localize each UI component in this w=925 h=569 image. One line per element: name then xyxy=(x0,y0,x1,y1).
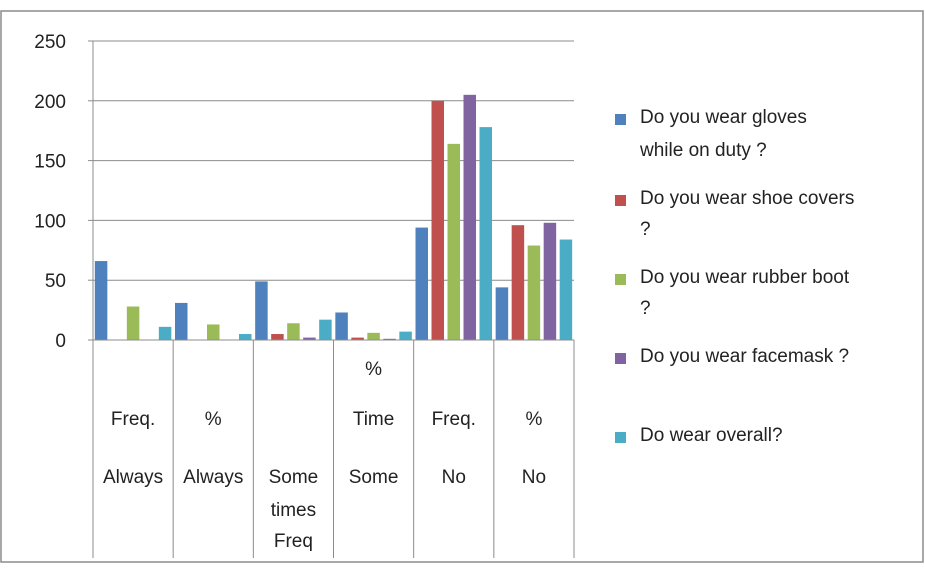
legend-swatch xyxy=(615,274,626,285)
legend-label: Do you wear facemask ? xyxy=(640,346,849,367)
y-tick-label: 150 xyxy=(34,152,66,173)
y-tick-label: 250 xyxy=(34,32,66,53)
y-tick-label: 200 xyxy=(34,92,66,113)
legend-label: Do wear overall? xyxy=(640,425,783,446)
bar xyxy=(158,326,172,340)
bar xyxy=(383,338,396,340)
bar xyxy=(399,331,412,340)
legend-swatch xyxy=(615,114,626,125)
legend-label: ? xyxy=(640,219,651,240)
bar xyxy=(126,306,140,340)
axes xyxy=(88,40,575,558)
legend-label: Do you wear rubber boot xyxy=(640,267,850,288)
bar xyxy=(255,281,268,340)
bar xyxy=(319,319,332,340)
bar xyxy=(527,245,541,340)
x-category-label: Some xyxy=(349,467,399,488)
bar xyxy=(175,302,188,340)
x-category-label: % xyxy=(205,409,222,430)
x-category-label: Always xyxy=(183,467,243,488)
bar xyxy=(239,334,252,340)
bar xyxy=(479,127,492,340)
bar xyxy=(447,143,460,340)
y-tick-label: 50 xyxy=(45,271,66,292)
bar xyxy=(351,337,364,340)
legend-swatch xyxy=(615,353,626,364)
legend-label: while on duty ? xyxy=(639,140,767,161)
y-tick-labels: 0 50 100 150 200 250 xyxy=(34,32,66,352)
bar xyxy=(415,227,428,340)
bar xyxy=(511,225,525,340)
x-category-label: % xyxy=(365,359,382,380)
x-category-label: Freq. xyxy=(111,409,155,430)
bar xyxy=(463,94,476,340)
bar xyxy=(367,332,380,340)
bar xyxy=(431,100,444,340)
x-category-label: Freq xyxy=(274,531,313,552)
x-category-label: Always xyxy=(103,467,163,488)
legend-swatch xyxy=(615,432,626,443)
bar xyxy=(303,337,316,340)
x-category-label: Some xyxy=(269,467,319,488)
x-category-label: % xyxy=(525,409,542,430)
legend-label: ? xyxy=(640,298,651,319)
y-tick-label: 0 xyxy=(55,331,66,352)
x-category-label: No xyxy=(522,467,546,488)
x-category-label: Freq. xyxy=(432,409,476,430)
bar xyxy=(543,222,557,340)
bar xyxy=(287,323,300,340)
y-tick-label: 100 xyxy=(34,211,66,232)
x-category-label: Time xyxy=(353,409,395,430)
gridlines xyxy=(93,40,574,281)
bar xyxy=(271,334,284,340)
x-category-label: times xyxy=(271,500,316,521)
x-category-labels: Freq. Always% Always Some times Freq% Time Some… xyxy=(103,359,546,552)
bar xyxy=(495,287,509,340)
legend-label: Do you wear shoe covers xyxy=(640,188,854,209)
bars xyxy=(94,94,573,340)
legend-label: Do you wear gloves xyxy=(640,107,807,128)
legend: Do you wear gloves while on duty ? Do you … xyxy=(615,107,854,446)
chart-border xyxy=(0,10,924,563)
bar xyxy=(207,324,220,340)
legend-swatch xyxy=(615,195,626,206)
bar xyxy=(335,312,348,340)
bar xyxy=(559,239,573,340)
bar xyxy=(94,261,108,340)
x-category-label: No xyxy=(442,467,466,488)
